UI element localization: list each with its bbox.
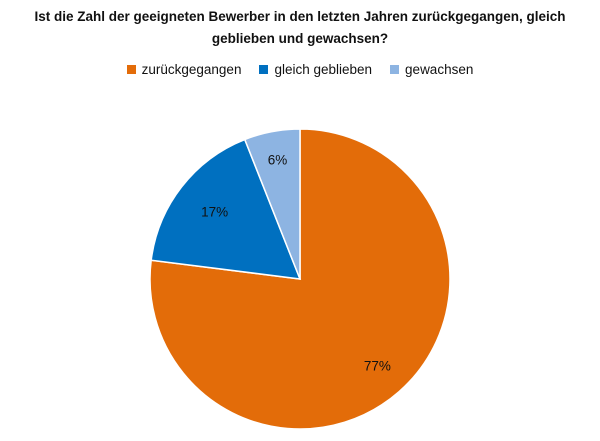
data-label-gleich-geblieben: 17% (201, 204, 228, 219)
legend-swatch-gleich-geblieben (259, 65, 269, 74)
legend-swatch-gewachsen (390, 65, 400, 74)
data-label-zurueckgegangen: 77% (364, 358, 391, 373)
legend-label-zurueckgegangen: zurückgegangen (141, 62, 242, 77)
pie-slice-gewachsen (243, 128, 301, 280)
legend-label-gleich-geblieben: gleich geblieben (274, 62, 373, 77)
legend-item-zurueckgegangen: zurückgegangen (126, 62, 242, 77)
pie-slice-zurueckgegangen (149, 128, 451, 430)
chart-title: Ist die Zahl der geeigneten Bewerber in … (34, 9, 566, 46)
legend-label-gewachsen: gewachsen (405, 62, 474, 77)
legend: zurückgegangen gleich geblieben gewachse… (0, 62, 600, 77)
legend-item-gewachsen: gewachsen (390, 62, 473, 77)
legend-item-gleich-geblieben: gleich geblieben (259, 62, 372, 77)
legend-swatch-zurueckgegangen (126, 65, 136, 74)
data-label-gewachsen: 6% (268, 153, 288, 168)
pie-slice-gleich-geblieben (150, 138, 302, 280)
